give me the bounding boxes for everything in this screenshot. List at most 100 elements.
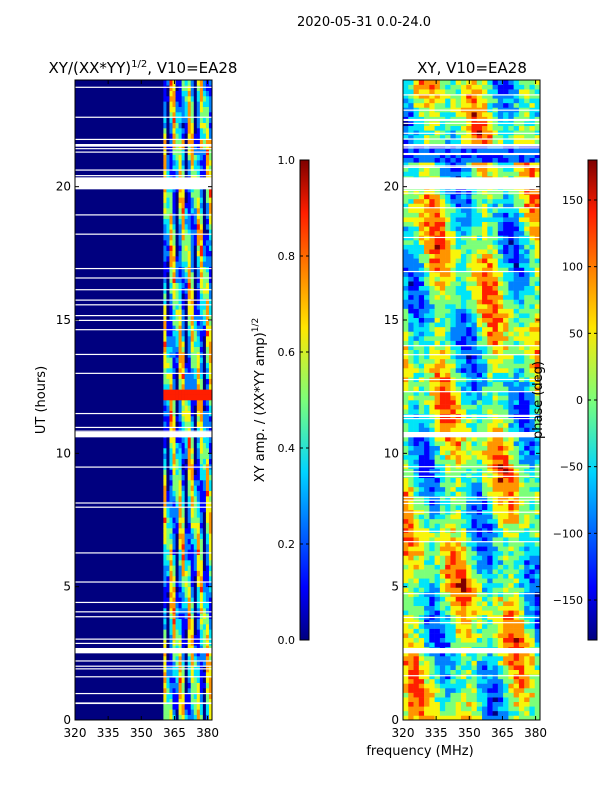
heatmap-cell (196, 272, 201, 278)
heatmap-cell (529, 642, 536, 648)
heatmap-cell (482, 349, 488, 355)
heatmap-cell (208, 656, 212, 662)
heatmap-cell (439, 258, 446, 264)
left-x-axis: 320 335 350 365 380 (64, 80, 219, 740)
heatmap-cell (439, 537, 446, 543)
heatmap-cell (450, 409, 456, 415)
heatmap-cell (418, 299, 425, 305)
heatmap-cell (178, 656, 182, 662)
heatmap-cell (534, 358, 540, 364)
heatmap-cell (193, 650, 198, 657)
heatmap-cell (169, 405, 173, 411)
heatmap-cell (513, 212, 520, 218)
heatmap-cell (163, 474, 167, 481)
heatmap-cell (199, 661, 204, 667)
flagged-line (75, 116, 212, 118)
heatmap-cell (202, 421, 207, 427)
heatmap-cell (492, 441, 499, 447)
heatmap-cell (513, 427, 520, 433)
heatmap-cell (163, 202, 167, 209)
heatmap-cell (434, 555, 441, 561)
heatmap-cell (178, 336, 182, 342)
heatmap-cell (172, 357, 176, 363)
heatmap-cell (408, 637, 414, 643)
heatmap-cell (166, 480, 170, 486)
heatmap-cell (202, 688, 207, 694)
heatmap-cell (169, 304, 173, 310)
heatmap-cell (518, 528, 525, 533)
heatmap-cell (199, 208, 204, 214)
heatmap-cell (508, 619, 514, 625)
heatmap-cell (181, 442, 185, 449)
heatmap-cell (208, 101, 212, 107)
heatmap-cell (487, 427, 493, 433)
heatmap-cell (202, 704, 207, 710)
flagged-line (75, 676, 212, 678)
heatmap-cell (508, 624, 514, 629)
heatmap-cell (503, 541, 509, 547)
heatmap-cell (450, 564, 456, 570)
heatmap-cell (184, 309, 188, 315)
heatmap-cell (434, 619, 441, 625)
heatmap-cell (503, 633, 509, 639)
heatmap-cell (434, 633, 441, 639)
heatmap-cell (482, 505, 488, 511)
heatmap-cell (503, 290, 509, 296)
heatmap-cell (205, 213, 210, 219)
heatmap-cell (196, 688, 201, 694)
heatmap-cell (534, 454, 540, 460)
heatmap-cell (455, 523, 462, 529)
heatmap-cell (482, 272, 488, 277)
heatmap-cell (184, 384, 188, 390)
heatmap-cell (518, 313, 525, 319)
heatmap-cell (497, 710, 504, 716)
heatmap-cell (196, 693, 201, 699)
heatmap-cell (193, 490, 198, 497)
heatmap-cell (418, 505, 425, 511)
heatmap-cell (439, 587, 446, 593)
heatmap-cell (199, 170, 204, 177)
heatmap-cell (208, 400, 212, 406)
heatmap-cell (492, 445, 499, 451)
heatmap-cell (163, 160, 167, 166)
heatmap-cell (175, 602, 179, 609)
heatmap-cell (199, 96, 204, 102)
heatmap-cell (413, 482, 420, 488)
heatmap-cell (413, 194, 420, 200)
heatmap-cell (163, 128, 167, 134)
heatmap-cell (196, 624, 201, 630)
heatmap-cell (455, 308, 462, 314)
heatmap-cell (434, 322, 441, 328)
heatmap-cell (524, 381, 530, 387)
heatmap-cell (178, 325, 182, 331)
heatmap-cell (181, 106, 185, 113)
heatmap-cell (471, 304, 478, 309)
heatmap-cell (450, 619, 456, 625)
heatmap-cell (534, 276, 540, 282)
heatmap-cell (487, 208, 493, 213)
heatmap-cell (181, 288, 185, 294)
heatmap-cell (466, 505, 472, 511)
heatmap-cell (460, 395, 467, 401)
heatmap-cell (172, 197, 176, 203)
heatmap-cell (413, 304, 420, 309)
heatmap-cell (524, 642, 530, 648)
heatmap-cell (508, 317, 514, 323)
heatmap-cell (518, 605, 525, 611)
heatmap-cell (466, 546, 472, 552)
heatmap-cell (450, 208, 456, 213)
heatmap-cell (445, 706, 451, 712)
heatmap-cell (413, 262, 420, 268)
heatmap-cell (403, 587, 409, 593)
heatmap-cell (445, 660, 451, 666)
heatmap-cell (202, 544, 207, 550)
heatmap-cell (193, 112, 198, 118)
heatmap-cell (196, 245, 201, 251)
heatmap-cell (196, 154, 201, 161)
heatmap-cell (205, 586, 210, 593)
heatmap-cell (202, 250, 207, 257)
heatmap-cell (503, 372, 509, 378)
heatmap-cell (529, 386, 536, 392)
heatmap-cell (184, 656, 188, 662)
